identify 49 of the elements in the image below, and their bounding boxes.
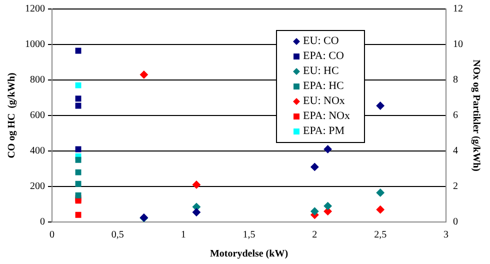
y2-axis-title: NOx og Partikler (g/kWh) bbox=[470, 60, 482, 172]
x-tick-label: 0,5 bbox=[111, 230, 124, 241]
point bbox=[324, 202, 332, 210]
y-tick-label: 1200 bbox=[25, 4, 45, 15]
y-axis-title: CO og HC (g/kWh) bbox=[6, 72, 18, 158]
point bbox=[75, 180, 82, 187]
point bbox=[75, 156, 82, 163]
point bbox=[376, 102, 384, 110]
point bbox=[140, 70, 148, 79]
y2-tick-label: 6 bbox=[453, 110, 458, 122]
point bbox=[75, 212, 82, 218]
point bbox=[376, 188, 384, 197]
x-axis-title: Motorydelse (kW) bbox=[210, 248, 288, 260]
y2-tick-label: 10 bbox=[453, 39, 463, 50]
y-tick-label: 1000 bbox=[25, 39, 45, 50]
x-tick-label: 1,5 bbox=[242, 230, 256, 241]
legend-label: EU: NOx bbox=[303, 94, 345, 109]
x-tick-label: 2 bbox=[312, 230, 318, 241]
legend-label: EPA: CO bbox=[303, 49, 344, 64]
x-tick-label: 1 bbox=[180, 230, 186, 241]
y2-tick-label: 0 bbox=[453, 216, 458, 228]
y-tick-label: 0 bbox=[40, 216, 45, 228]
point bbox=[192, 180, 200, 189]
y2-tick-label: 8 bbox=[453, 74, 458, 86]
point bbox=[75, 82, 82, 88]
x-tick-label: 0 bbox=[50, 230, 54, 241]
legend-label: EU: CO bbox=[303, 34, 339, 49]
y2-tick-label: 2 bbox=[453, 181, 458, 192]
y-tick-label: 800 bbox=[30, 74, 45, 86]
y2-tick-label: 12 bbox=[453, 4, 463, 15]
point bbox=[75, 192, 82, 198]
point bbox=[376, 206, 384, 214]
legend-label: EU: HC bbox=[303, 64, 339, 79]
point bbox=[75, 96, 82, 102]
legend-label: EPA: PM bbox=[303, 124, 345, 139]
y-tick-label: 200 bbox=[30, 181, 45, 192]
point bbox=[75, 48, 82, 54]
point bbox=[310, 162, 319, 171]
point bbox=[75, 169, 82, 176]
legend-label: EPA: NOx bbox=[303, 109, 350, 124]
y-tick-label: 400 bbox=[30, 146, 45, 157]
x-tick-label: 2,5 bbox=[374, 230, 387, 241]
x-tick-label: 3 bbox=[444, 230, 448, 241]
legend-label: EPA: HC bbox=[303, 79, 344, 94]
y2-tick-label: 4 bbox=[453, 146, 458, 157]
y-tick-label: 600 bbox=[30, 110, 45, 122]
point bbox=[310, 207, 319, 216]
point bbox=[192, 208, 200, 216]
point bbox=[324, 145, 332, 154]
